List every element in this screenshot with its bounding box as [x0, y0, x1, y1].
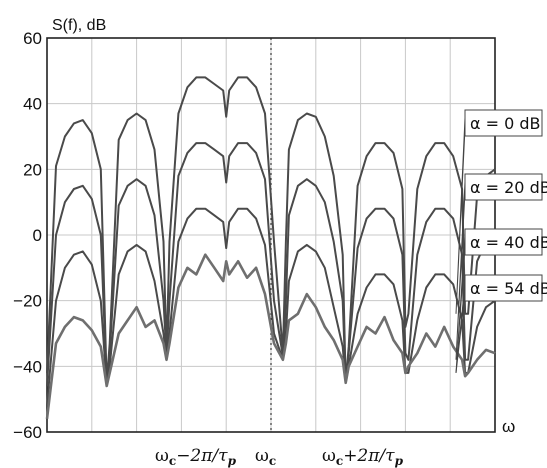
callout-label: α = 54 dB: [470, 279, 547, 298]
series-group: [45, 76, 496, 420]
callout-label: α = 0 dB: [470, 114, 541, 133]
y-tick-label: −60: [13, 423, 42, 442]
y-tick-label: −20: [13, 292, 42, 311]
callout-label: α = 20 dB: [470, 178, 547, 197]
y-tick-label: 0: [33, 226, 42, 245]
x-tick-label-right: ωc+2π/τp: [322, 446, 404, 468]
callout-box: [464, 173, 543, 201]
series-line-2: [46, 207, 496, 406]
x-tick-label-left: ωc−2π/τp: [155, 446, 237, 468]
series-line-3: [45, 253, 496, 420]
x-tick-label-center: ωc: [255, 446, 276, 468]
y-tick-labels: 60 40 20 0 −20 −40 −60: [13, 29, 42, 442]
y-tick-label: 60: [23, 29, 42, 48]
callout-label: α = 40 dB: [470, 233, 547, 252]
callout-box: [464, 274, 543, 302]
callout-group: α = 0 dB α = 20 dB α = 40 dB α = 54 dB: [455, 109, 547, 373]
y-tick-label: 40: [23, 95, 42, 114]
x-axis-label: ω: [502, 417, 515, 436]
y-tick-label: 20: [23, 160, 42, 179]
callout-box: [464, 228, 543, 256]
y-axis-label: S(f), dB: [52, 17, 106, 34]
series-line-1: [46, 142, 496, 387]
series-line-0: [46, 76, 496, 384]
callout-box: [464, 109, 543, 137]
y-tick-label: −40: [13, 357, 42, 376]
